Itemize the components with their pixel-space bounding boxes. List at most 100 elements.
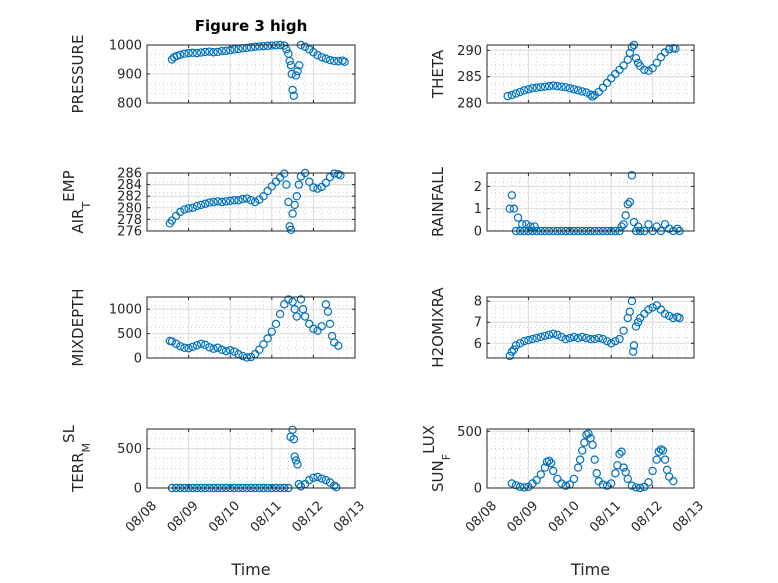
sun_flux-ylabel: SUNFLUX bbox=[420, 425, 453, 492]
pressure-ytick-label: 900 bbox=[117, 68, 142, 83]
sun_flux-plot-area bbox=[486, 428, 695, 489]
mixdepth-point bbox=[334, 341, 343, 350]
terr_msl-ylabel-sub: M bbox=[80, 443, 93, 453]
pressure-point bbox=[291, 71, 301, 80]
air_temp-point bbox=[285, 222, 294, 231]
rainfall-ytick-label: 1 bbox=[474, 202, 482, 217]
sun_flux-xtick-label: 08/09 bbox=[504, 498, 541, 535]
h2omixra-point bbox=[536, 332, 546, 342]
h2omixra-point bbox=[628, 347, 638, 356]
terr_msl-ylabel-tail: SL bbox=[60, 424, 78, 443]
mixdepth-point bbox=[292, 312, 301, 321]
air_temp-point bbox=[230, 196, 239, 205]
air_temp-point bbox=[238, 194, 247, 204]
terr_msl-point bbox=[296, 482, 306, 491]
air_temp-ytick-label: 282 bbox=[117, 190, 142, 205]
sun_flux-point bbox=[669, 476, 678, 486]
h2omixra-point bbox=[557, 332, 566, 342]
theta-point bbox=[549, 81, 558, 90]
h2omixra-point bbox=[602, 336, 612, 346]
air_temp-point bbox=[242, 194, 252, 203]
h2omixra-point bbox=[607, 339, 616, 348]
h2omixra-point bbox=[549, 329, 558, 339]
mixdepth-point bbox=[280, 300, 289, 309]
rainfall-point bbox=[505, 204, 514, 213]
sun_flux-point bbox=[557, 479, 566, 488]
sun_flux-point bbox=[654, 447, 664, 456]
rainfall-point bbox=[621, 211, 630, 220]
h2omixra-point bbox=[569, 332, 579, 342]
terr_msl-point bbox=[288, 425, 297, 434]
terr_msl-axes: 0 500 08/08 08/09 08/10 08/11 08/12 08/13 Time TE… bbox=[60, 424, 368, 579]
mixdepth-point bbox=[296, 295, 306, 304]
air_temp-point bbox=[209, 197, 218, 207]
sun_flux-ytick-label: 500 bbox=[457, 425, 482, 440]
h2omixra-ylabel-main: H2OMIXRA bbox=[429, 287, 447, 368]
sun_flux-point bbox=[532, 475, 541, 485]
theta-point bbox=[644, 66, 653, 76]
sun_flux-point bbox=[536, 470, 546, 479]
sun_flux-point bbox=[575, 455, 585, 464]
theta-ylabel: THETA bbox=[429, 49, 447, 99]
mixdepth-point bbox=[230, 347, 239, 356]
rainfall-point bbox=[513, 213, 523, 222]
air_temp-point bbox=[196, 200, 206, 210]
air_temp-point bbox=[176, 207, 185, 217]
terr_msl-xtick-label: 08/08 bbox=[123, 498, 160, 535]
sun_flux-frame bbox=[486, 428, 695, 489]
air_temp-ytick-label: 280 bbox=[117, 201, 142, 216]
h2omixra-point bbox=[594, 333, 603, 343]
theta-point bbox=[582, 88, 591, 97]
pressure-point bbox=[267, 41, 276, 50]
theta-point bbox=[602, 78, 612, 88]
h2omixra-point bbox=[532, 333, 541, 343]
pressure-point bbox=[313, 50, 322, 60]
mixdepth-ytick-label: 500 bbox=[117, 327, 142, 342]
sun_flux-xtick-label: 08/12 bbox=[629, 498, 666, 535]
h2omixra-point bbox=[669, 313, 678, 323]
mixdepth-point bbox=[290, 305, 299, 314]
pressure-point bbox=[188, 48, 197, 58]
pressure-point bbox=[295, 61, 304, 70]
mixdepth-ytick-label: 0 bbox=[134, 352, 142, 367]
mixdepth-point bbox=[213, 343, 222, 352]
theta-frame bbox=[486, 44, 695, 104]
theta-point bbox=[578, 87, 587, 96]
mixdepth-point bbox=[325, 319, 335, 329]
sun_flux-point bbox=[615, 449, 624, 459]
air_temp-point bbox=[167, 216, 177, 225]
mixdepth-point bbox=[217, 345, 227, 354]
air_temp-point bbox=[234, 196, 243, 205]
mixdepth-point bbox=[309, 324, 318, 333]
mixdepth-frame bbox=[146, 296, 356, 359]
air_temp-ylabel-tail: EMP bbox=[60, 170, 78, 201]
pressure-title: Figure 3 high bbox=[195, 17, 308, 35]
pressure-point bbox=[286, 61, 296, 70]
h2omixra-point bbox=[515, 339, 525, 348]
terr_msl-xtick-label: 08/13 bbox=[331, 498, 368, 535]
mixdepth-point bbox=[255, 345, 264, 354]
pressure-point bbox=[250, 42, 260, 51]
sun_flux-point bbox=[619, 463, 628, 472]
h2omixra-point bbox=[598, 334, 608, 344]
sun_flux-point bbox=[515, 482, 525, 492]
mixdepth-point bbox=[317, 322, 326, 331]
h2omixra-ytick-label: 7 bbox=[474, 316, 482, 331]
sun_flux-xtick-label: 08/10 bbox=[546, 498, 583, 535]
air_temp-point bbox=[313, 184, 322, 193]
air_temp-ytick-label: 286 bbox=[117, 167, 142, 182]
pressure-point bbox=[321, 54, 331, 63]
h2omixra-point bbox=[615, 334, 624, 344]
h2omixra-point bbox=[644, 305, 653, 314]
mixdepth-point bbox=[176, 342, 185, 351]
theta-point bbox=[503, 91, 512, 101]
pressure-point bbox=[176, 50, 185, 60]
theta-ytick-label: 285 bbox=[457, 70, 482, 85]
terr_msl-point bbox=[309, 473, 318, 482]
theta-point bbox=[627, 42, 637, 52]
sun_flux-series bbox=[507, 429, 678, 493]
mixdepth-ylabel-main: MIXDEPTH bbox=[69, 288, 87, 366]
air_temp-point bbox=[292, 191, 301, 201]
mixdepth-point bbox=[313, 326, 322, 335]
air_temp-point bbox=[336, 171, 345, 180]
